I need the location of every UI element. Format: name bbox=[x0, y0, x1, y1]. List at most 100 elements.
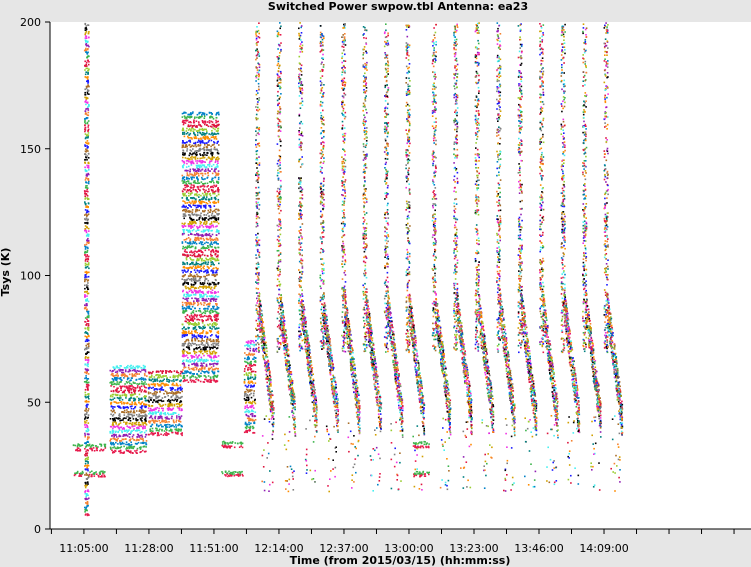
data-point bbox=[149, 385, 151, 387]
data-point bbox=[165, 375, 167, 377]
data-point bbox=[154, 417, 156, 419]
data-point bbox=[155, 408, 157, 410]
data-point bbox=[218, 194, 220, 196]
data-point bbox=[84, 288, 86, 290]
data-point bbox=[183, 129, 185, 131]
data-point bbox=[144, 451, 146, 453]
data-point bbox=[199, 243, 201, 245]
data-point bbox=[150, 433, 152, 435]
data-point bbox=[202, 296, 204, 298]
data-point bbox=[152, 430, 154, 432]
data-point bbox=[200, 337, 202, 339]
data-point bbox=[165, 372, 167, 374]
data-point bbox=[155, 397, 157, 399]
data-point bbox=[119, 416, 121, 418]
data-point bbox=[194, 298, 196, 300]
data-point bbox=[113, 390, 115, 392]
data-point bbox=[210, 151, 212, 153]
data-point bbox=[173, 385, 175, 387]
data-point bbox=[188, 288, 190, 290]
data-point bbox=[194, 276, 196, 278]
data-point bbox=[211, 334, 213, 336]
data-point bbox=[135, 443, 137, 445]
data-point bbox=[203, 161, 205, 163]
data-point bbox=[150, 392, 152, 394]
data-point bbox=[214, 292, 216, 294]
data-point bbox=[215, 381, 217, 383]
data-point bbox=[89, 474, 91, 476]
data-point bbox=[210, 117, 212, 119]
data-point bbox=[175, 392, 177, 394]
data-point bbox=[182, 193, 184, 195]
data-point bbox=[134, 439, 136, 441]
data-point bbox=[96, 449, 98, 451]
data-point bbox=[244, 432, 246, 434]
data-point bbox=[200, 375, 202, 377]
data-point bbox=[200, 202, 202, 204]
data-point bbox=[205, 299, 207, 301]
data-point bbox=[171, 430, 173, 432]
data-point bbox=[136, 422, 138, 424]
data-point bbox=[198, 194, 200, 196]
data-point bbox=[211, 186, 213, 188]
data-point bbox=[184, 364, 186, 366]
data-point bbox=[184, 239, 186, 241]
data-point bbox=[170, 400, 172, 402]
data-point bbox=[88, 441, 90, 443]
data-point bbox=[141, 369, 143, 371]
data-point bbox=[185, 202, 187, 204]
data-point bbox=[200, 137, 202, 139]
data-point bbox=[189, 205, 191, 207]
data-point bbox=[198, 310, 200, 312]
data-point bbox=[210, 262, 212, 264]
data-point bbox=[175, 421, 177, 423]
data-point bbox=[216, 344, 218, 346]
data-point bbox=[120, 401, 122, 403]
data-point bbox=[205, 263, 207, 265]
data-point bbox=[150, 397, 152, 399]
data-point bbox=[183, 144, 185, 146]
data-point bbox=[205, 138, 207, 140]
data-point bbox=[203, 260, 205, 262]
data-point bbox=[195, 360, 197, 362]
data-point bbox=[175, 424, 177, 426]
data-point bbox=[123, 434, 125, 436]
data-point bbox=[215, 202, 217, 204]
data-point bbox=[207, 283, 209, 285]
data-point bbox=[85, 455, 87, 457]
data-point bbox=[197, 229, 199, 231]
data-point bbox=[242, 447, 244, 449]
data-point bbox=[151, 420, 153, 422]
data-point bbox=[156, 371, 158, 373]
data-point bbox=[87, 235, 89, 237]
data-point bbox=[213, 268, 215, 270]
data-point bbox=[191, 158, 193, 160]
data-point bbox=[218, 112, 220, 114]
data-point bbox=[84, 281, 86, 283]
data-point bbox=[118, 447, 120, 449]
data-point bbox=[88, 301, 90, 303]
data-point bbox=[202, 331, 204, 333]
data-point bbox=[193, 266, 195, 268]
data-point bbox=[201, 248, 203, 250]
data-point bbox=[207, 296, 209, 298]
data-point bbox=[84, 381, 86, 383]
data-point bbox=[132, 424, 134, 426]
data-point bbox=[87, 320, 89, 322]
data-point bbox=[130, 370, 132, 372]
data-point bbox=[128, 443, 130, 445]
data-point bbox=[193, 121, 195, 123]
data-point bbox=[200, 164, 202, 166]
data-point bbox=[85, 514, 87, 516]
data-point bbox=[207, 213, 209, 215]
data-point bbox=[86, 420, 88, 422]
data-point bbox=[123, 374, 125, 376]
data-point bbox=[86, 62, 88, 64]
data-point bbox=[100, 449, 102, 451]
data-point bbox=[192, 306, 194, 308]
data-point bbox=[207, 263, 209, 265]
data-point bbox=[182, 175, 184, 177]
data-point bbox=[87, 89, 89, 91]
data-point bbox=[185, 321, 187, 323]
data-point bbox=[209, 245, 211, 247]
